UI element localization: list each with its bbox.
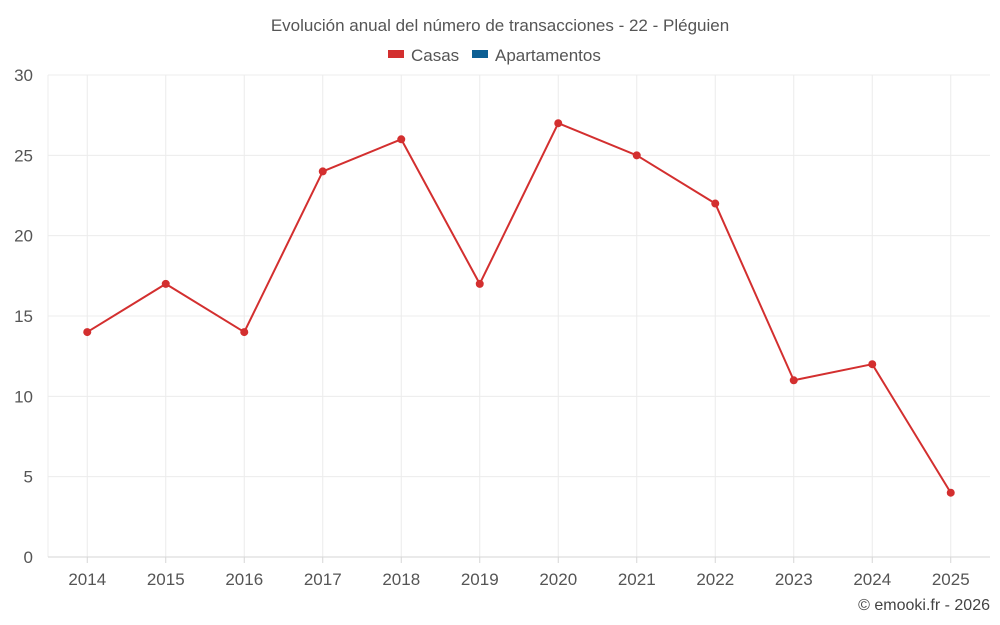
data-point-casas-2019[interactable] [475, 279, 484, 288]
legend-label-casas[interactable]: Casas [411, 46, 459, 65]
legend-swatch-apartamentos[interactable] [472, 50, 488, 58]
data-point-casas-2024[interactable] [868, 360, 877, 369]
x-tick-label: 2021 [618, 570, 656, 589]
data-point-casas-2018[interactable] [397, 135, 406, 144]
x-tick-label: 2016 [225, 570, 263, 589]
x-tick-label: 2025 [932, 570, 970, 589]
y-gridlines [48, 74, 990, 478]
data-point-casas-2025[interactable] [946, 488, 955, 497]
chart-title: Evolución anual del número de transaccio… [271, 16, 729, 35]
series-line-casas [86, 122, 952, 494]
data-point-casas-2021[interactable] [632, 151, 641, 160]
y-tick-label: 30 [14, 66, 33, 85]
y-tick-label: 0 [24, 548, 33, 567]
data-point-casas-2017[interactable] [318, 167, 327, 176]
data-point-casas-2014[interactable] [83, 328, 92, 337]
y-tick-label: 25 [14, 146, 33, 165]
x-tick-label: 2017 [304, 570, 342, 589]
data-point-casas-2020[interactable] [554, 119, 563, 128]
x-axis-tick-labels: 2014 2015 2016 2017 2018 2019 2020 2021 2022 2023… [68, 570, 969, 589]
credit-text: © emooki.fr - 2026 [858, 597, 990, 614]
y-tick-label: 20 [14, 227, 33, 246]
data-point-casas-2022[interactable] [711, 199, 720, 208]
y-tick-label: 15 [14, 307, 33, 326]
legend-swatch-casas[interactable] [388, 50, 404, 58]
x-tick-label: 2024 [853, 570, 891, 589]
x-tick-label: 2020 [539, 570, 577, 589]
data-point-casas-2023[interactable] [789, 376, 798, 385]
x-tick-label: 2015 [147, 570, 185, 589]
data-point-casas-2015[interactable] [161, 279, 170, 288]
x-tick-label: 2014 [68, 570, 106, 589]
series-points-casas [83, 119, 955, 497]
data-point-casas-2016[interactable] [240, 328, 249, 337]
x-tick-label: 2018 [382, 570, 420, 589]
y-axis-tick-labels: 0 5 10 15 20 25 30 [14, 66, 33, 567]
y-tick-label: 5 [24, 468, 33, 487]
x-gridlines [47, 75, 952, 563]
x-tick-label: 2023 [775, 570, 813, 589]
y-tick-label: 10 [14, 387, 33, 406]
legend: Casas Apartamentos [388, 46, 601, 65]
legend-label-apartamentos[interactable]: Apartamentos [495, 46, 601, 65]
x-tick-label: 2019 [461, 570, 499, 589]
x-tick-label: 2022 [696, 570, 734, 589]
